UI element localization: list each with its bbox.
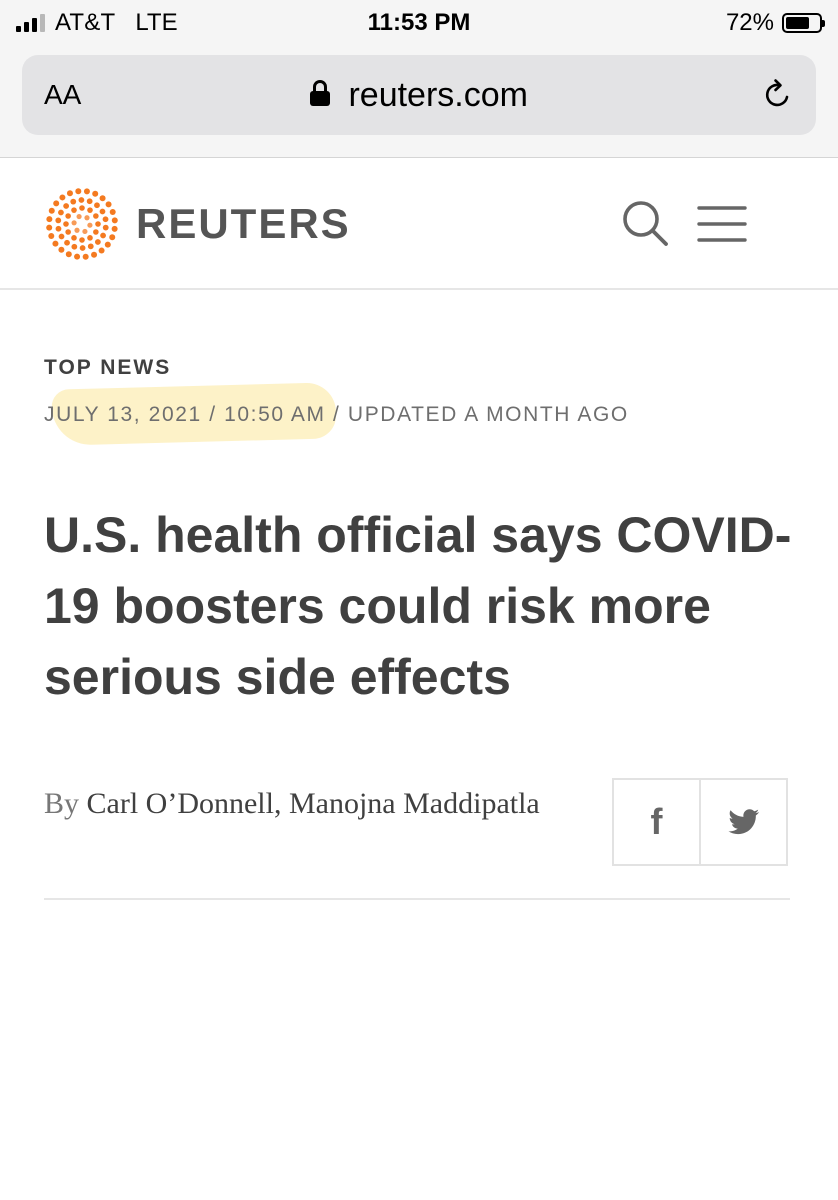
section-label[interactable]: TOP NEWS [44,356,172,379]
lock-icon [310,80,331,106]
logo-dot [92,190,99,197]
logo-dot [82,253,89,260]
byline-prefix: By [44,787,80,820]
logo-dot [46,224,53,231]
logo-dot [64,239,70,246]
logo-dot [76,213,82,220]
menu-icon[interactable] [696,202,748,246]
logo-dot [79,237,85,243]
logo-dot [104,241,111,248]
logo-dot [100,232,106,239]
site-header: REUTERS [0,158,838,290]
logo-dot [87,207,93,213]
logo-dot [109,234,116,241]
text-size-label: AA [44,79,82,110]
logo-dot [75,188,82,195]
text-size-button[interactable]: AA [44,75,81,115]
status-left: AT&T LTE [16,8,178,38]
logo-dot [94,239,101,245]
logo-dot [58,233,65,240]
logo-dot [63,203,70,209]
logo-dot [58,246,65,253]
logo-dot [84,215,90,221]
url-text: reuters.com [348,76,528,114]
logo-dot [102,224,109,231]
logo-dot [71,207,77,213]
facebook-share-button[interactable]: f [614,780,699,864]
url-field[interactable]: reuters.com [22,73,816,117]
logo-dot [93,229,99,235]
brand-wordmark[interactable]: REUTERS [136,200,351,247]
logo-dot [70,198,77,205]
byline-authors[interactable]: Carl O’Donnell, Manojna Maddipatla [86,787,540,820]
logo-dot [99,195,106,202]
logo-dot [74,227,80,233]
logo-dot [55,217,62,224]
logo-dot [48,233,55,240]
battery-fill [786,17,810,29]
logo-dot [82,228,88,235]
logo-dot [109,208,116,215]
dateline: JULY 13, 2021 / 10:50 AM / UPDATED A MON… [44,403,629,426]
logo-dot [91,251,98,258]
status-bar: AT&T LTE 11:53 PM 72% [0,0,838,50]
carrier-label: AT&T [55,9,116,36]
logo-dot [87,243,94,250]
signal-icon [16,14,45,32]
logo-dot [86,198,93,205]
logo-dot [71,235,77,241]
logo-dot [79,245,86,251]
logo-dot [99,208,106,215]
logo-dot [55,225,62,232]
divider [44,898,790,900]
logo-dot [78,197,85,203]
logo-dot [66,190,73,197]
twitter-share-button[interactable] [699,780,786,864]
logo-dot [94,202,100,209]
logo-dot [79,205,85,211]
address-bar[interactable]: AA reuters.com [22,55,816,135]
logo-dot [53,200,60,207]
search-icon[interactable] [620,198,670,248]
reload-icon[interactable] [760,77,796,113]
reuters-logo-icon[interactable] [44,186,120,262]
logo-dot [98,247,105,254]
logo-dot [95,221,101,227]
article-headline: U.S. health official says COVID-19 boost… [44,507,792,705]
logo-dot [87,222,93,228]
logo-dot [93,213,99,219]
twitter-icon [727,809,759,835]
logo-dot [59,194,66,201]
clock: 11:53 PM [367,9,471,36]
logo-dot [111,225,118,232]
battery-icon [782,13,825,33]
status-right: 72% [725,8,825,38]
logo-dot [65,251,72,258]
logo-dot [111,217,118,224]
logo-dot [48,207,55,214]
logo-dot [83,188,90,195]
logo-dot [74,253,81,260]
logo-dot [65,229,71,235]
logo-dot [52,240,59,247]
facebook-icon: f [650,801,663,842]
logo-dot [65,213,71,219]
logo-dot [105,201,112,208]
network-label: LTE [135,9,178,36]
logo-dot [63,221,69,227]
logo-dot [102,216,109,223]
byline: By Carl O’Donnell, Manojna Maddipatla [44,786,564,822]
logo-dot [46,216,53,223]
battery-percent: 72% [725,9,774,36]
logo-dot [87,235,93,241]
logo-dot [71,220,77,226]
logo-dot [58,209,64,216]
share-buttons: f [612,778,788,866]
logo-dot [71,243,78,250]
